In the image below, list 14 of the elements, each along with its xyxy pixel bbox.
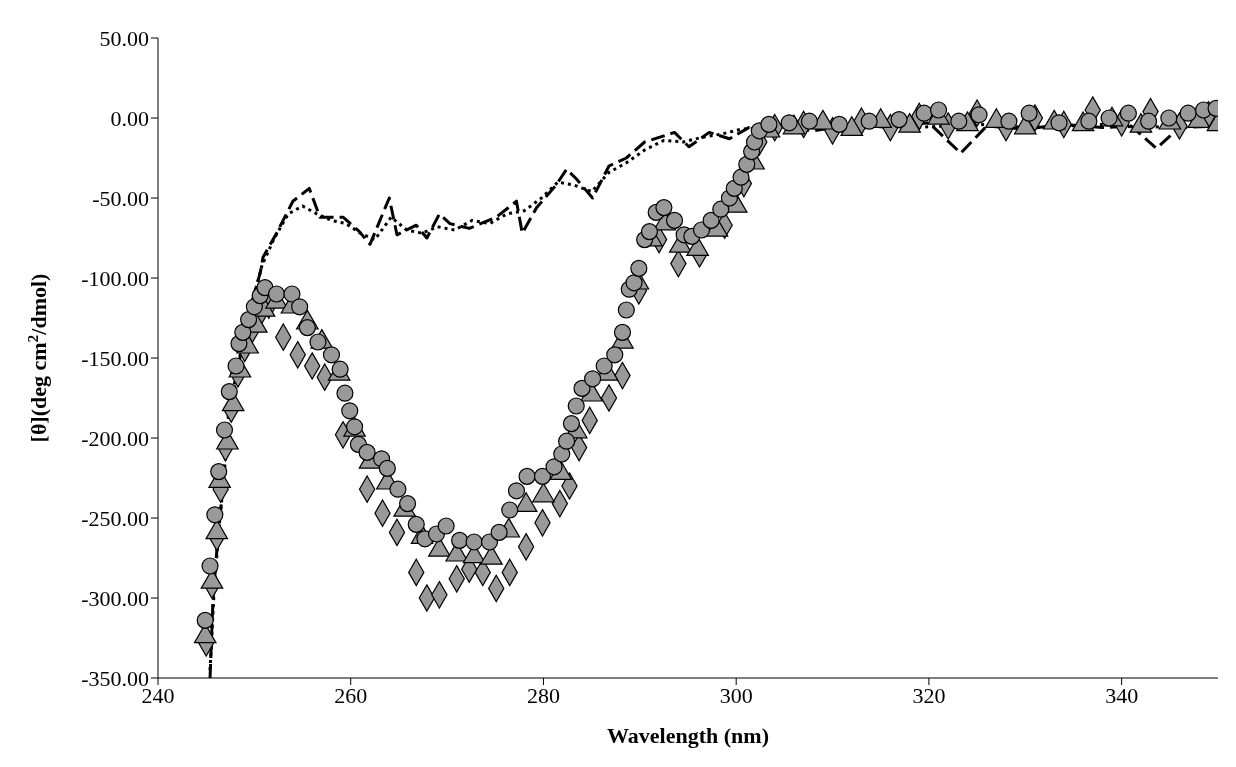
x-tick-label: 300 xyxy=(719,682,753,708)
y-tick-label: -150.00 xyxy=(81,345,149,371)
y-tick-label: -250.00 xyxy=(81,505,149,531)
y-tick-label: -100.00 xyxy=(81,265,149,291)
x-tick-label: 260 xyxy=(334,682,368,708)
x-tick-label: 320 xyxy=(912,682,946,708)
x-axis-title: Wavelength (nm) xyxy=(607,723,769,748)
y-tick-label: -200.00 xyxy=(81,425,149,451)
y-tick-label: 0.00 xyxy=(110,105,149,131)
y-tick-label: -300.00 xyxy=(81,585,149,611)
y-tick-label: 50.00 xyxy=(99,25,149,51)
y-tick-label: -50.00 xyxy=(92,185,149,211)
x-tick-label: 280 xyxy=(526,682,560,708)
x-tick-label: 340 xyxy=(1105,682,1139,708)
